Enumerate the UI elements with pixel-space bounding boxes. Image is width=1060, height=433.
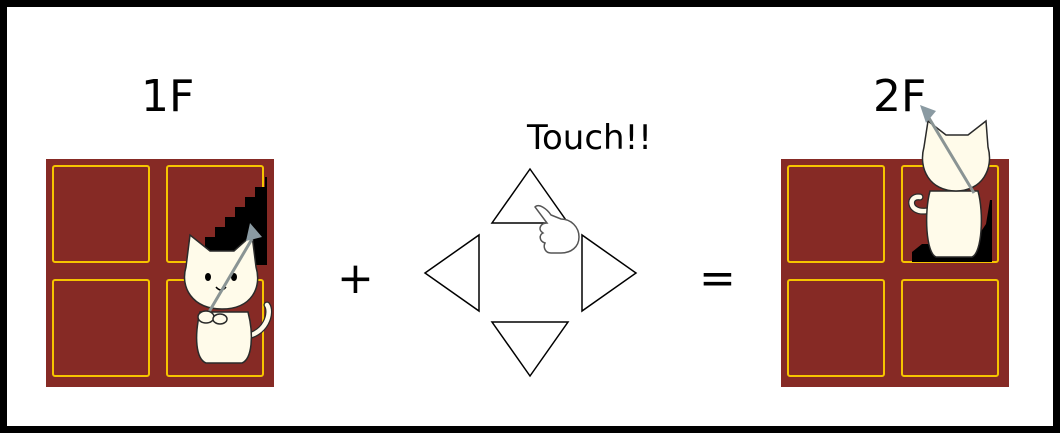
down-arrow[interactable]	[490, 320, 570, 378]
up-arrow[interactable]	[490, 167, 570, 225]
floor-1-label: 1F	[141, 71, 195, 122]
plus-sign: +	[337, 253, 374, 304]
cat-icon	[908, 105, 991, 258]
floor-1-tile	[52, 165, 150, 263]
floor-1-tile	[52, 279, 150, 377]
floor-2-tile	[787, 165, 885, 263]
floor-2-tile	[787, 279, 885, 377]
right-arrow[interactable]	[580, 233, 638, 313]
touch-label: Touch!!	[527, 118, 652, 158]
floor-2-tile	[901, 279, 999, 377]
pointing-hand-icon	[534, 204, 580, 254]
floor-2-label: 2F	[873, 71, 927, 122]
equals-sign: =	[699, 253, 736, 304]
left-arrow[interactable]	[423, 233, 481, 313]
cat-icon	[183, 223, 273, 364]
